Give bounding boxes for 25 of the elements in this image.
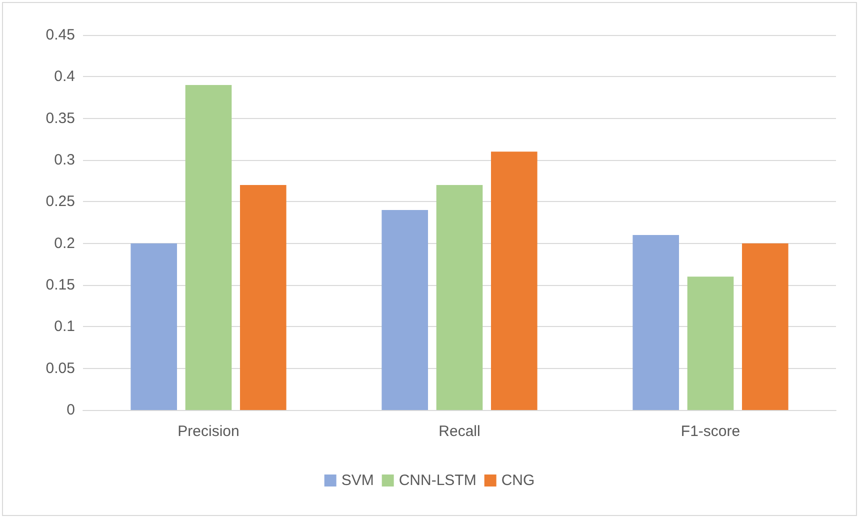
y-tick-label: 0.4	[54, 68, 75, 86]
bar	[185, 85, 232, 410]
legend-label: CNG	[501, 472, 535, 489]
legend-label: CNN-LSTM	[398, 472, 476, 489]
y-tick-label: 0.3	[54, 152, 75, 168]
bar	[632, 235, 680, 410]
y-tick-label: 0	[66, 402, 75, 418]
y-tick-label: 0.25	[46, 193, 75, 210]
legend-label: SVM	[341, 472, 374, 489]
x-tick-label: F1-score	[680, 423, 740, 440]
x-tick-label: Precision	[178, 423, 240, 440]
bar	[490, 152, 538, 410]
y-tick-label: 0.45	[46, 26, 75, 44]
bar	[742, 243, 788, 410]
bar	[240, 185, 286, 410]
y-tick-label: 0.2	[54, 234, 75, 252]
bar	[130, 243, 178, 410]
y-tick-label: 0.05	[46, 360, 75, 377]
y-tick-label: 0.15	[46, 276, 75, 294]
y-tick-label: 0.1	[54, 318, 75, 336]
bar	[687, 276, 734, 410]
y-tick-label: 0.35	[46, 110, 75, 127]
bar	[436, 185, 483, 410]
bar	[382, 210, 428, 410]
x-tick-label: Recall	[438, 423, 480, 440]
